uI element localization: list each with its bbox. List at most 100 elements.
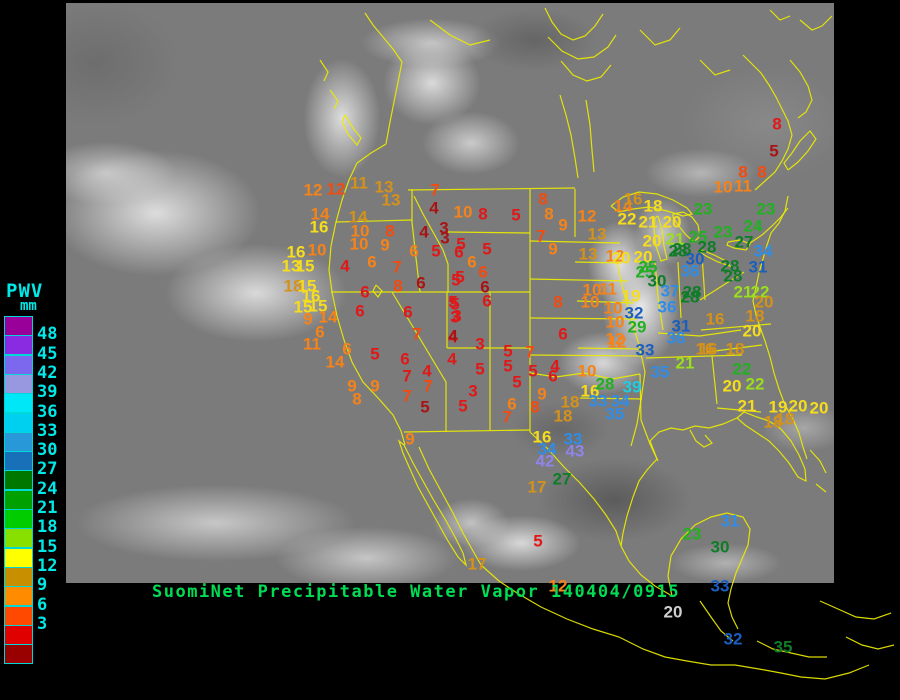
legend-swatch — [4, 509, 33, 529]
legend-label: 45 — [37, 343, 58, 364]
station-value: 28 — [723, 266, 743, 286]
station-value: 20 — [662, 212, 682, 232]
station-value: 10 — [580, 292, 600, 312]
legend-swatch — [4, 335, 33, 356]
station-value: 7 — [402, 386, 412, 406]
station-value: 5 — [458, 396, 468, 416]
station-value: 35 — [605, 404, 625, 424]
station-value: 39 — [622, 377, 642, 397]
station-value: 36 — [666, 328, 686, 348]
station-value: 20 — [611, 248, 631, 268]
legend-swatch — [4, 470, 33, 491]
station-value: 22 — [617, 209, 637, 229]
station-value: 12 — [607, 332, 627, 352]
station-value: 10 — [582, 280, 602, 300]
station-value: 28 — [672, 239, 692, 259]
legend-label: 21 — [37, 498, 58, 518]
station-value: 33 — [710, 576, 730, 596]
station-value: 13 — [381, 190, 401, 210]
station-value: 20 — [633, 247, 653, 267]
station-value: 9 — [405, 429, 415, 449]
legend-swatch — [4, 354, 33, 375]
legend-label: 3 — [37, 613, 48, 634]
station-value: 5 — [370, 344, 380, 364]
station-value: 30 — [685, 249, 705, 269]
station-value: 28 — [668, 241, 688, 261]
legend-label: 15 — [37, 536, 58, 557]
station-value: 33 — [635, 340, 655, 360]
station-value: 18 — [643, 196, 663, 216]
station-value: 36 — [657, 297, 677, 317]
station-value: 6 — [548, 366, 558, 386]
station-value: 28 — [595, 374, 615, 394]
station-value: 23 — [756, 199, 776, 219]
station-value: 16 — [695, 339, 715, 359]
station-value: 3 — [439, 218, 449, 238]
station-value: 6 — [454, 242, 464, 262]
station-value: 30 — [647, 271, 667, 291]
legend-title: PWV — [6, 280, 44, 302]
station-value: 8 — [544, 204, 554, 224]
station-value: 7 — [502, 407, 512, 427]
station-value: 36 — [680, 261, 700, 281]
station-value: 16 — [309, 217, 329, 237]
legend-swatch — [4, 373, 33, 394]
station-value: 25 — [638, 257, 658, 277]
station-value: 19 — [621, 286, 641, 306]
station-value: 5 — [431, 241, 441, 261]
station-value: 13 — [374, 177, 394, 197]
legend-swatch — [4, 393, 33, 414]
station-value: 15 — [295, 256, 315, 276]
station-value: 6 — [558, 324, 568, 344]
station-value: 5 — [448, 292, 458, 312]
station-value: 12 — [577, 206, 597, 226]
station-value: 12 — [326, 179, 346, 199]
station-value: 20 — [722, 376, 742, 396]
station-value: 18 — [283, 276, 303, 296]
station-value: 8 — [553, 292, 563, 312]
station-value: 6 — [478, 262, 488, 282]
station-value: 34 — [753, 241, 773, 261]
station-value: 8 — [538, 189, 548, 209]
station-value: 31 — [748, 257, 768, 277]
station-value: 14 — [325, 352, 345, 372]
station-value: 31 — [720, 511, 740, 531]
station-value: 8 — [352, 389, 362, 409]
station-value: 22 — [732, 359, 752, 379]
station-value: 34 — [610, 391, 630, 411]
station-value: 21 — [638, 212, 658, 232]
legend-label: 39 — [37, 382, 58, 403]
legend-label: 36 — [37, 401, 58, 422]
station-value: 32 — [723, 629, 743, 649]
station-value: 12 — [605, 329, 625, 349]
station-value: 5 — [512, 372, 522, 392]
station-value: 5 — [451, 270, 461, 290]
station-value: 6 — [400, 349, 410, 369]
legend-label: 27 — [37, 459, 58, 480]
station-value: 6 — [315, 322, 325, 342]
station-value: 6 — [416, 273, 426, 293]
station-value: 8 — [738, 162, 748, 182]
station-value: 3 — [452, 306, 462, 326]
station-value: 4 — [447, 349, 457, 369]
station-value: 5 — [482, 239, 492, 259]
station-value: 42 — [535, 451, 555, 471]
station-value: 11 — [734, 176, 752, 196]
pwv-color-legend: PWV mm 48 45 42 39 36 33 30 27 24 21 18 15 12 9 6 3 — [4, 280, 76, 680]
station-value: 7 — [392, 257, 402, 277]
legend-swatch — [4, 451, 33, 472]
station-value: 10 — [605, 312, 625, 332]
station-value: 8 — [757, 162, 767, 182]
station-value: 18 — [775, 409, 795, 429]
station-value: 7 — [402, 366, 412, 386]
station-value: 16 — [698, 339, 718, 359]
station-value: 11 — [303, 334, 321, 354]
station-value: 8 — [385, 221, 395, 241]
legend-label: 6 — [37, 594, 48, 615]
legend-label: 33 — [37, 420, 58, 441]
legend-swatch — [4, 644, 33, 665]
station-value: 17 — [527, 477, 547, 497]
legend-label: 48 — [37, 324, 58, 345]
station-value: 6 — [342, 339, 352, 359]
